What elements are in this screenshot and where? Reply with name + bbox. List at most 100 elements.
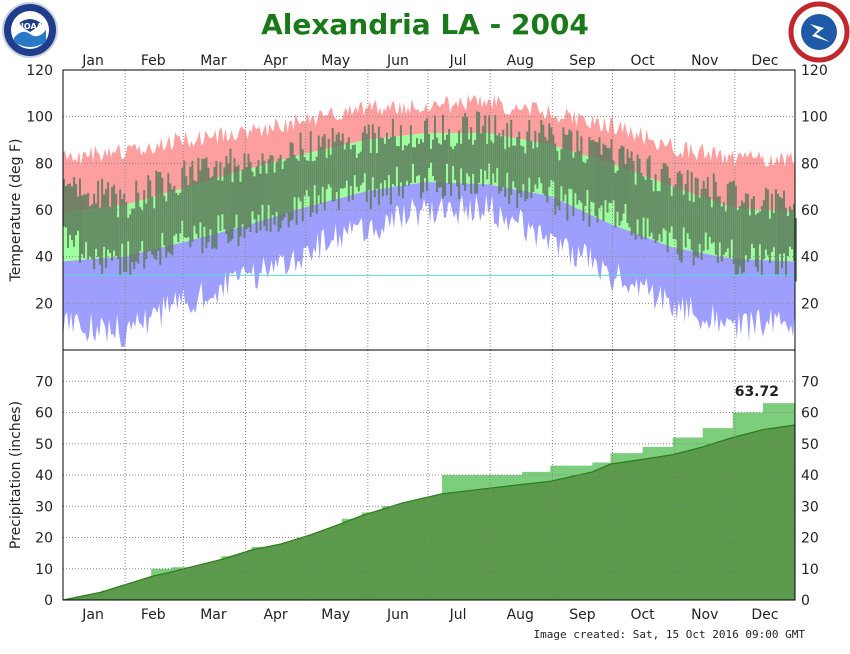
observed-day-bar — [103, 194, 106, 247]
temp-month-label: Jun — [386, 53, 409, 69]
observed-day-bar — [331, 128, 334, 202]
observed-day-bar — [303, 157, 306, 196]
observed-day-bar — [696, 178, 699, 258]
observed-day-bar — [460, 143, 463, 169]
observed-day-bar — [265, 173, 268, 232]
observed-day-bar — [466, 116, 469, 174]
observed-day-bar — [710, 207, 713, 244]
observed-day-bar — [153, 208, 156, 259]
observed-day-bar — [566, 135, 569, 221]
temp-ytick-left: 40 — [35, 250, 53, 266]
observed-day-bar — [664, 163, 667, 231]
observed-day-bar — [422, 142, 424, 193]
temp-month-label: Apr — [263, 53, 287, 69]
observed-day-bar — [636, 154, 639, 220]
observed-day-bar — [616, 170, 619, 212]
temperature-axis-label: Temperature (deg F) — [8, 139, 24, 283]
precip-month-label: Jun — [386, 607, 409, 623]
observed-day-bar — [672, 186, 675, 239]
precip-month-label: Dec — [751, 607, 778, 623]
observed-day-bar — [395, 145, 398, 167]
observed-day-bar — [119, 189, 122, 276]
observed-day-bar — [793, 203, 795, 261]
observed-day-bar — [229, 148, 232, 242]
observed-day-bar — [704, 188, 707, 233]
precip-ytick-right: 40 — [801, 468, 819, 484]
observed-day-bar — [73, 177, 75, 247]
observed-day-bar — [239, 181, 242, 237]
observed-day-bar — [598, 137, 601, 209]
observed-day-bar — [716, 196, 719, 263]
observed-day-bar — [285, 158, 288, 214]
observed-day-bar — [65, 186, 67, 228]
observed-day-bar — [71, 186, 73, 241]
observed-day-bar — [263, 160, 266, 227]
observed-day-bar — [642, 176, 645, 218]
observed-day-bar — [381, 138, 384, 197]
observed-day-bar — [744, 193, 747, 256]
observed-day-bar — [492, 143, 495, 174]
observed-day-bar — [343, 149, 346, 188]
observed-day-bar — [325, 158, 328, 190]
observed-day-bar — [712, 173, 715, 243]
observed-day-bar — [341, 133, 344, 189]
precip-ytick-left: 50 — [35, 437, 53, 453]
temp-ytick-left: 20 — [35, 296, 53, 312]
observed-day-bar — [504, 149, 507, 197]
observed-day-bar — [205, 157, 208, 249]
observed-day-bar — [464, 113, 467, 191]
temp-ytick-right: 40 — [801, 250, 819, 266]
observed-day-bar — [640, 173, 643, 240]
observed-day-bar — [414, 147, 416, 183]
observed-day-bar — [143, 190, 146, 269]
noaa-logo-text: NOAA — [17, 22, 43, 31]
precip-ytick-right: 20 — [801, 531, 819, 547]
observed-day-bar — [668, 178, 671, 233]
observed-day-bar — [688, 200, 691, 240]
observed-day-bar — [702, 180, 705, 251]
observed-day-bar — [542, 124, 545, 194]
observed-day-bar — [407, 143, 410, 186]
observed-day-bar — [580, 136, 583, 203]
observed-day-bar — [760, 205, 763, 275]
observed-day-bar — [538, 132, 541, 178]
observed-day-bar — [746, 193, 749, 262]
observed-day-bar — [686, 170, 689, 234]
observed-day-bar — [789, 206, 791, 247]
observed-day-bar — [309, 131, 312, 217]
observed-day-bar — [452, 149, 455, 166]
temp-ytick-right: 20 — [801, 296, 819, 312]
observed-day-bar — [179, 192, 182, 234]
observed-day-bar — [185, 176, 188, 238]
observed-day-bar — [195, 181, 198, 234]
observed-day-bar — [319, 146, 322, 205]
observed-day-bar — [480, 133, 483, 170]
observed-day-bar — [401, 150, 404, 199]
observed-day-bar — [87, 192, 90, 260]
observed-day-bar — [752, 196, 755, 248]
observed-day-bar — [795, 218, 797, 282]
observed-day-bar — [680, 174, 683, 263]
observed-day-bar — [389, 137, 392, 205]
observed-day-bar — [129, 214, 132, 276]
observed-day-bar — [277, 158, 280, 232]
temp-ytick-right: 80 — [801, 156, 819, 172]
observed-day-bar — [720, 206, 723, 262]
observed-day-bar — [518, 131, 521, 194]
observed-day-bar — [742, 202, 745, 273]
observed-day-bar — [578, 151, 581, 201]
observed-day-bar — [724, 211, 727, 253]
observed-day-bar — [674, 184, 677, 240]
observed-day-bar — [159, 171, 162, 265]
observed-day-bar — [231, 182, 234, 240]
observed-day-bar — [488, 115, 491, 164]
observed-day-bar — [373, 133, 376, 198]
precipitation-axis-label: Precipitation (inches) — [8, 401, 24, 549]
observed-day-bar — [781, 198, 783, 269]
observed-day-bar — [207, 167, 210, 242]
precip-month-label: Oct — [630, 607, 655, 623]
observed-day-bar — [660, 169, 663, 242]
observed-day-bar — [594, 141, 597, 217]
